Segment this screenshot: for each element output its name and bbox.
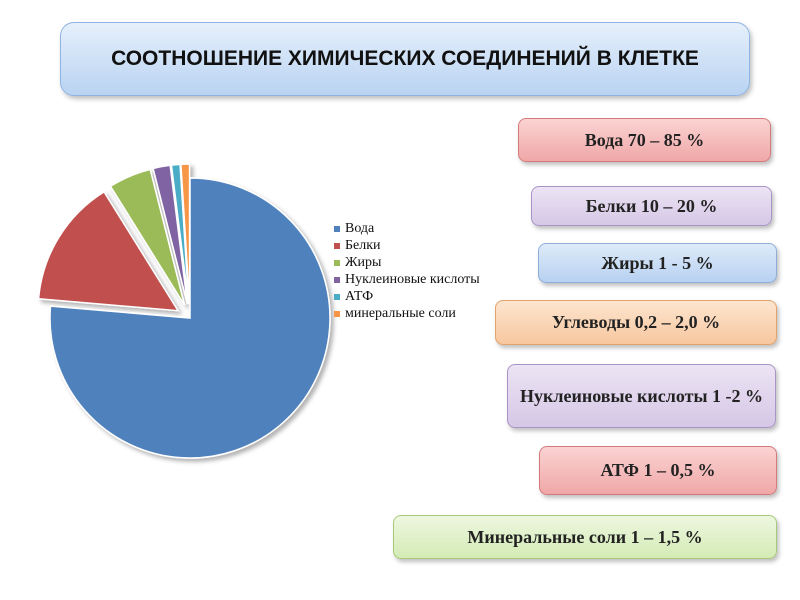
tag-belki: Белки 10 – 20 % xyxy=(531,186,772,226)
tag-nukleinovye: Нуклеиновые кислоты 1 -2 % xyxy=(507,364,776,428)
tag-zhiry: Жиры 1 - 5 % xyxy=(538,243,777,283)
legend-label-nukleinovye: Нуклеиновые кислоты xyxy=(345,272,480,287)
pie-slice-atf xyxy=(170,163,190,305)
legend-swatch-zhiry xyxy=(334,260,340,266)
tag-atf: АТФ 1 – 0,5 % xyxy=(539,446,777,495)
pie-slice-zhiry xyxy=(109,168,186,306)
legend-swatch-belki xyxy=(334,243,340,249)
legend-item-nukleinovye: Нуклеиновые кислоты xyxy=(334,272,494,287)
legend-item-voda: Вода xyxy=(334,221,494,236)
pie-chart xyxy=(37,163,331,459)
tag-uglevody: Углеводы 0,2 – 2,0 % xyxy=(495,300,777,345)
legend-swatch-nukleinovye xyxy=(334,277,340,283)
tag-mineralnye: Минеральные соли 1 – 1,5 % xyxy=(393,515,777,559)
legend-item-atf: АТФ xyxy=(334,289,494,304)
legend-item-belki: Белки xyxy=(334,238,494,253)
legend-item-zhiry: Жиры xyxy=(334,255,494,270)
chart-legend: Вода Белки Жиры Нуклеиновые кислоты АТФ … xyxy=(334,221,494,323)
legend-label-mineralnye: минеральные соли xyxy=(345,306,456,321)
tag-voda: Вода 70 – 85 % xyxy=(518,118,771,162)
legend-swatch-mineralnye xyxy=(334,311,340,317)
legend-item-mineralnye: минеральные соли xyxy=(334,306,494,321)
slide-title: СООТНОШЕНИЕ ХИМИЧЕСКИХ СОЕДИНЕНИЙ В КЛЕТ… xyxy=(60,22,750,96)
legend-label-atf: АТФ xyxy=(345,289,374,304)
legend-label-belki: Белки xyxy=(345,238,381,253)
legend-swatch-voda xyxy=(334,226,340,232)
legend-label-voda: Вода xyxy=(345,221,375,236)
legend-label-zhiry: Жиры xyxy=(345,255,382,270)
pie-slice-nukleinovye xyxy=(152,164,189,305)
pie-slice-belki xyxy=(37,190,180,312)
legend-swatch-atf xyxy=(334,294,340,300)
pie-slice-voda xyxy=(49,177,331,459)
pie-slice-mineralnye xyxy=(180,163,191,305)
